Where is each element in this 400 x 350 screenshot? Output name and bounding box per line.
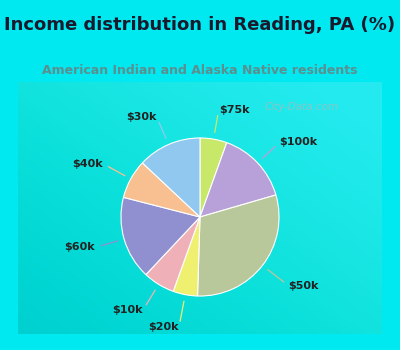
Text: $40k: $40k — [72, 159, 103, 169]
Text: $100k: $100k — [280, 137, 318, 147]
Text: $20k: $20k — [148, 322, 179, 332]
Text: $50k: $50k — [289, 281, 319, 291]
Text: $60k: $60k — [65, 243, 95, 252]
Wedge shape — [121, 197, 200, 275]
Wedge shape — [173, 217, 200, 296]
Text: City-Data.com: City-Data.com — [265, 103, 339, 112]
Text: $30k: $30k — [126, 112, 157, 122]
Wedge shape — [198, 195, 279, 296]
Text: $75k: $75k — [219, 105, 249, 114]
Wedge shape — [200, 143, 276, 217]
Wedge shape — [142, 138, 200, 217]
Text: American Indian and Alaska Native residents: American Indian and Alaska Native reside… — [42, 64, 358, 77]
Wedge shape — [146, 217, 200, 291]
Text: $10k: $10k — [112, 305, 143, 315]
Wedge shape — [200, 138, 227, 217]
Wedge shape — [124, 163, 200, 217]
Text: Income distribution in Reading, PA (%): Income distribution in Reading, PA (%) — [4, 16, 396, 35]
